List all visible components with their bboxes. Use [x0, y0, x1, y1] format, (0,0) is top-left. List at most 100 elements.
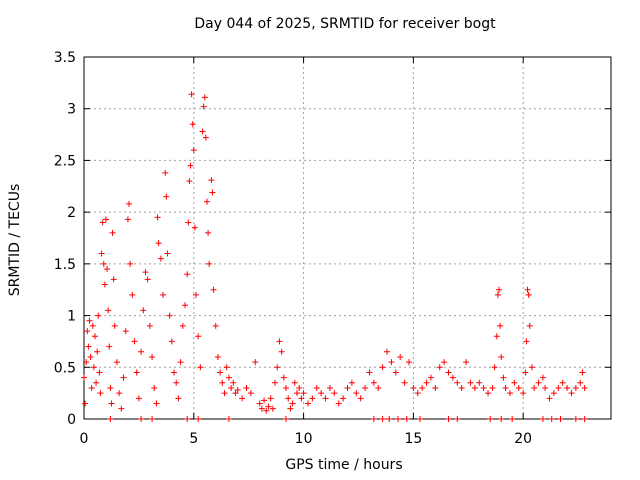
- data-point: [144, 276, 151, 283]
- data-point: [494, 291, 501, 298]
- data-point: [100, 260, 107, 267]
- y-tick-label: 1.5: [54, 257, 76, 273]
- data-point: [340, 395, 347, 402]
- data-point: [559, 379, 566, 386]
- data-point: [379, 364, 386, 371]
- data-point: [261, 397, 268, 404]
- data-point: [208, 177, 215, 184]
- chart-title: Day 044 of 2025, SRMTID for receiver bog…: [194, 16, 496, 32]
- data-point: [326, 384, 333, 391]
- y-tick-label: 0: [67, 412, 76, 428]
- data-point: [87, 353, 94, 360]
- data-point: [535, 379, 542, 386]
- data-point: [109, 229, 116, 236]
- data-point: [496, 286, 503, 293]
- data-point: [423, 379, 430, 386]
- data-point: [309, 395, 316, 402]
- data-point: [344, 384, 351, 391]
- data-points: [81, 91, 588, 422]
- data-point: [436, 364, 443, 371]
- data-point: [293, 390, 300, 397]
- data-point: [184, 271, 191, 278]
- data-point: [283, 416, 290, 422]
- data-point: [550, 390, 557, 397]
- data-point: [195, 416, 202, 422]
- data-point: [493, 333, 500, 340]
- data-point: [234, 387, 241, 394]
- data-point: [247, 390, 254, 397]
- data-point: [225, 416, 232, 422]
- data-point: [197, 364, 204, 371]
- data-point: [107, 384, 114, 391]
- x-tick-label: 20: [514, 431, 532, 447]
- data-point: [107, 416, 114, 422]
- data-point: [410, 384, 417, 391]
- data-point: [177, 359, 184, 366]
- data-point: [509, 416, 516, 422]
- data-point: [171, 369, 178, 376]
- data-point: [449, 374, 456, 381]
- data-point: [524, 286, 531, 293]
- data-point: [98, 250, 105, 257]
- data-point: [209, 189, 216, 196]
- data-point: [99, 219, 106, 226]
- data-point: [522, 369, 529, 376]
- data-point: [182, 302, 189, 309]
- data-point: [511, 379, 518, 386]
- data-point: [379, 416, 386, 422]
- grid: [84, 57, 611, 419]
- data-point: [189, 121, 196, 128]
- x-tick-label: 5: [189, 431, 198, 447]
- data-point: [322, 395, 329, 402]
- data-point: [296, 384, 303, 391]
- data-point: [186, 178, 193, 185]
- y-tick-label: 2.5: [54, 153, 76, 169]
- data-point: [397, 353, 404, 360]
- data-point: [221, 390, 228, 397]
- data-point: [95, 312, 102, 319]
- data-point: [191, 224, 198, 231]
- data-point: [122, 328, 129, 335]
- data-point: [366, 369, 373, 376]
- data-point: [274, 364, 281, 371]
- data-point: [151, 384, 158, 391]
- data-point: [166, 312, 173, 319]
- data-point: [190, 147, 197, 154]
- data-point: [283, 384, 290, 391]
- data-point: [91, 333, 98, 340]
- data-point: [515, 384, 522, 391]
- data-point: [201, 94, 208, 101]
- data-point: [89, 322, 96, 329]
- data-point: [187, 162, 194, 169]
- data-point: [154, 214, 161, 221]
- data-point: [239, 395, 246, 402]
- data-point: [168, 338, 175, 345]
- data-point: [106, 343, 113, 350]
- data-point: [126, 200, 133, 207]
- ticks: 0 0.5 1 1.5 2 2.5 3 3.5 0 5 10 15 20: [54, 50, 611, 447]
- data-point: [200, 103, 207, 110]
- data-point: [370, 416, 377, 422]
- data-point: [555, 384, 562, 391]
- data-point: [96, 369, 103, 376]
- data-point: [467, 379, 474, 386]
- data-point: [285, 395, 292, 402]
- data-point: [232, 390, 239, 397]
- data-point: [265, 403, 272, 410]
- data-point: [313, 384, 320, 391]
- data-point: [403, 416, 410, 422]
- data-point: [149, 353, 156, 360]
- x-tick-label: 0: [80, 431, 89, 447]
- data-point: [120, 374, 127, 381]
- data-point: [454, 416, 461, 422]
- data-point: [267, 395, 274, 402]
- data-point: [579, 369, 586, 376]
- data-point: [416, 416, 423, 422]
- data-point: [214, 353, 221, 360]
- data-point: [498, 353, 505, 360]
- data-point: [276, 338, 283, 345]
- data-point: [203, 198, 210, 205]
- data-point: [401, 379, 408, 386]
- data-point: [135, 395, 142, 402]
- data-point: [502, 384, 509, 391]
